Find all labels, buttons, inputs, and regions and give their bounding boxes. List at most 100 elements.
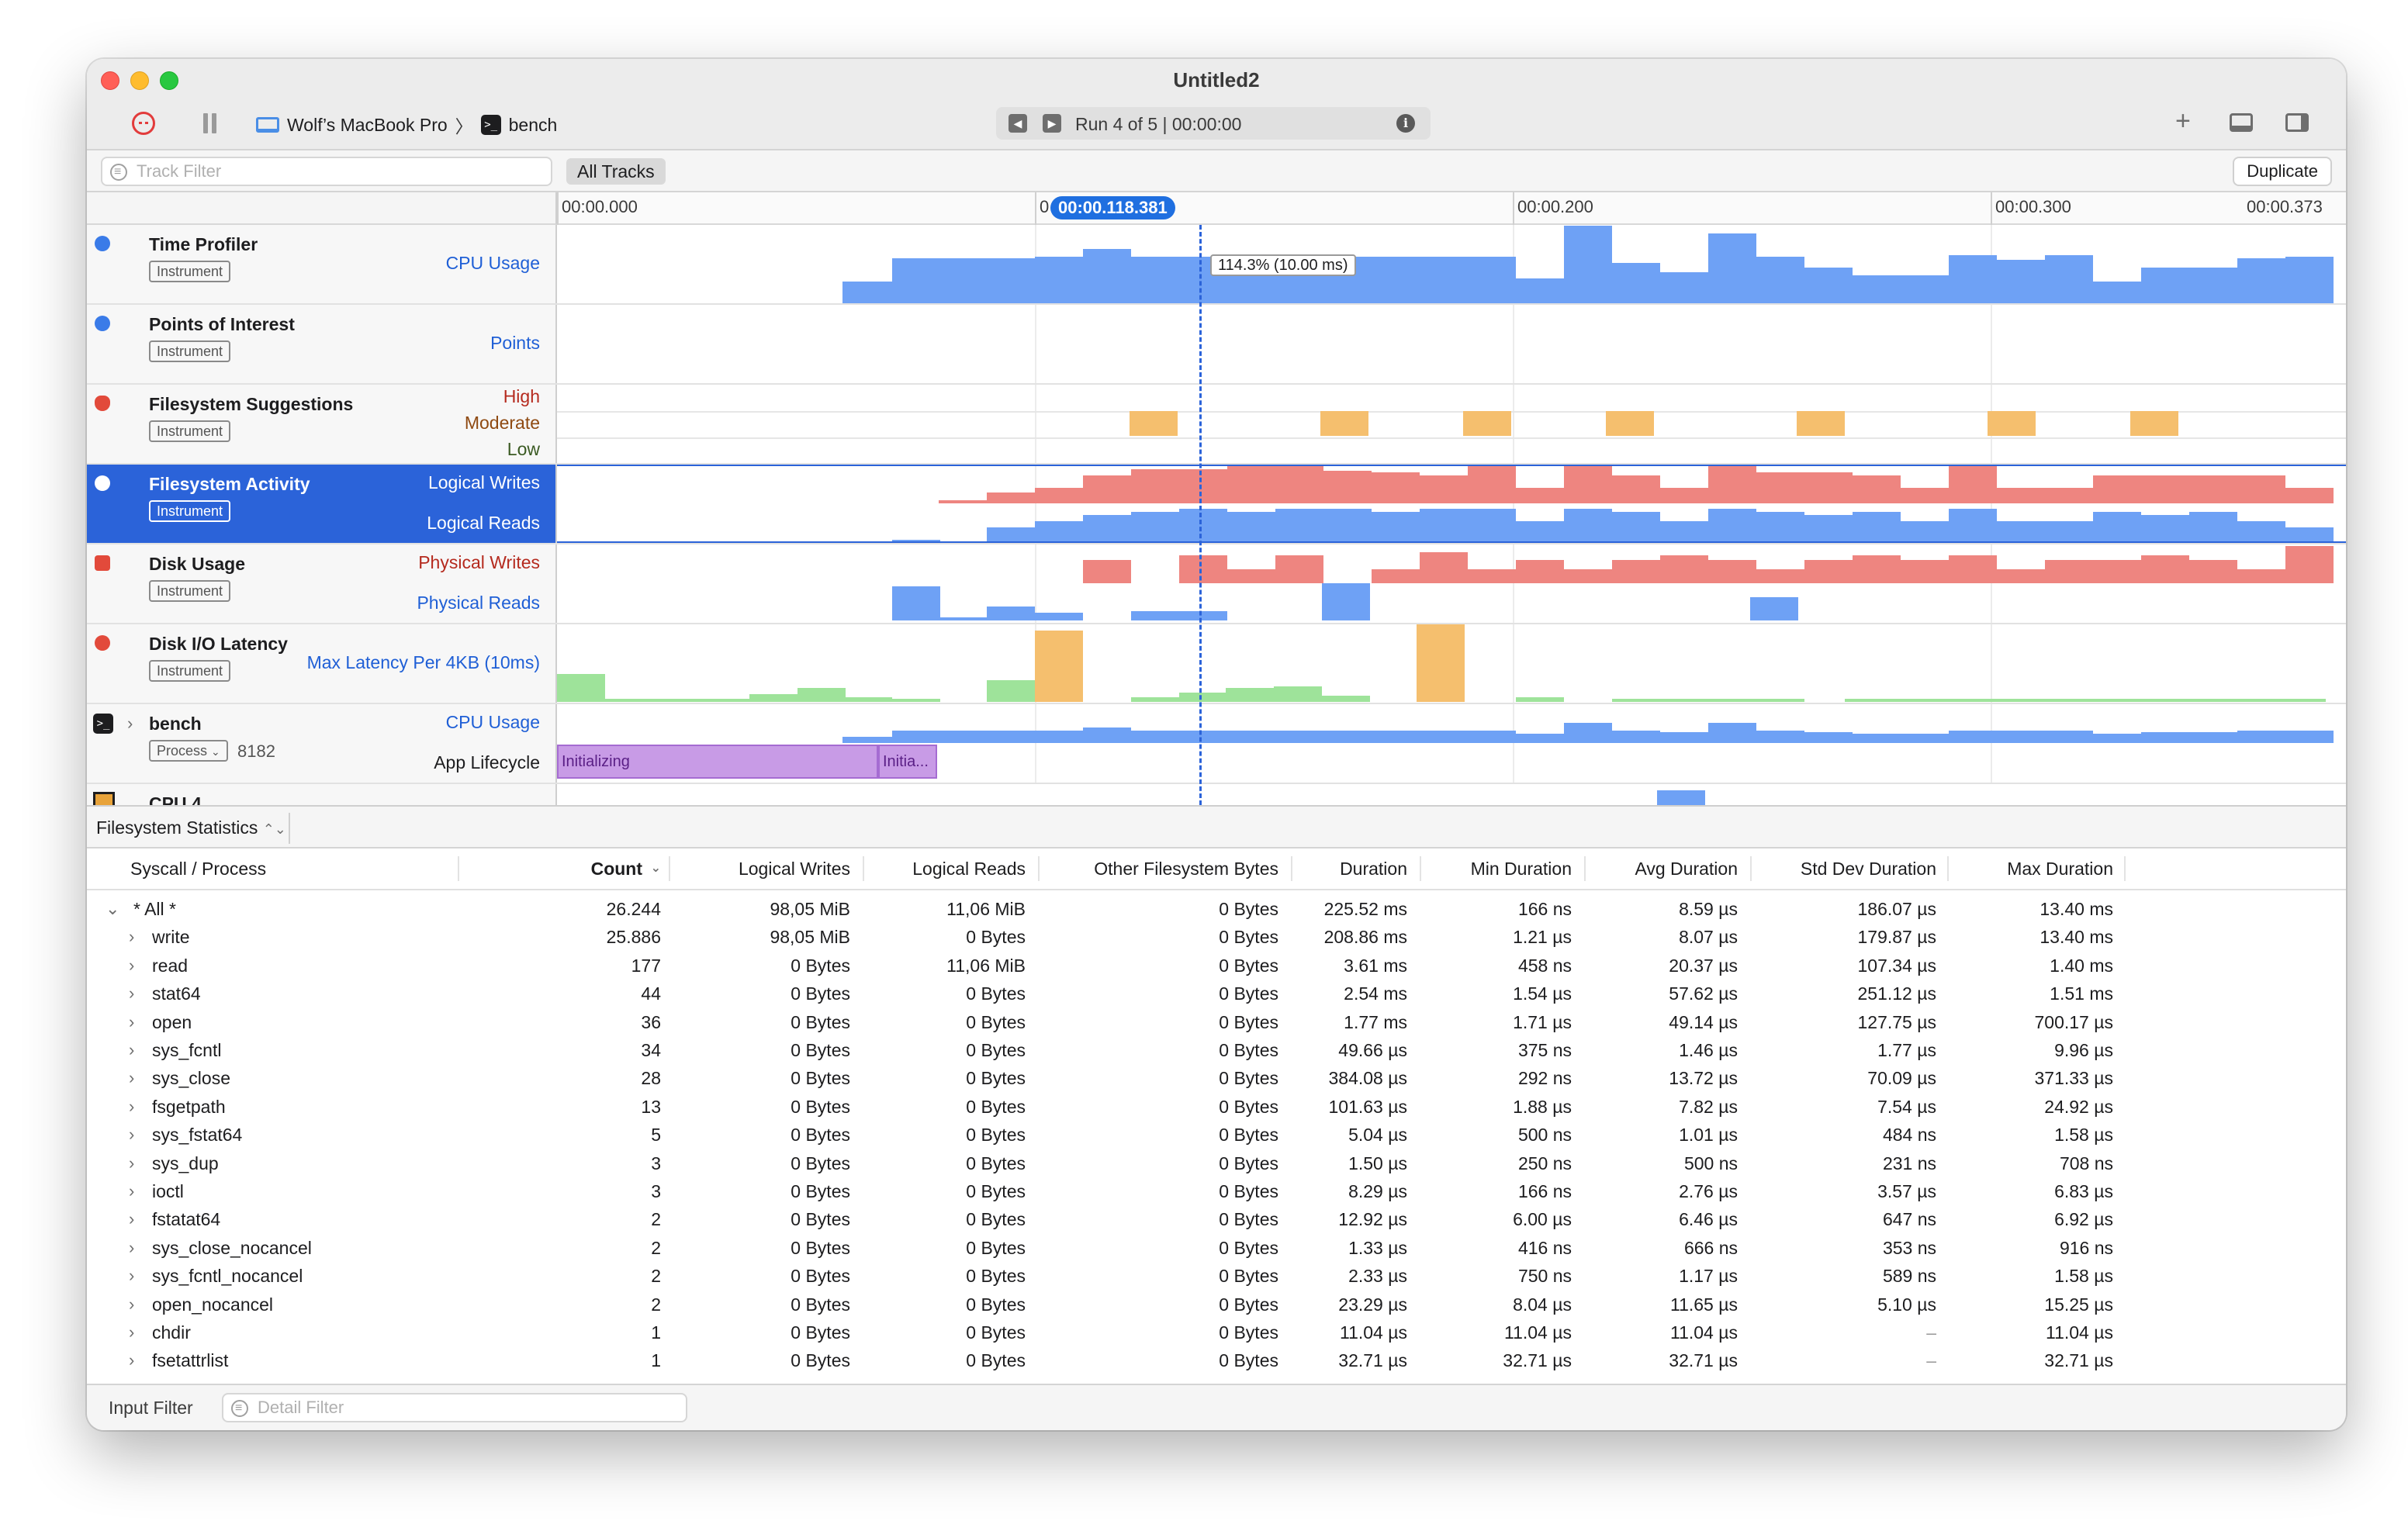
col-max-duration[interactable]: Max Duration [2007, 859, 2113, 879]
duplicate-button[interactable]: Duplicate [2233, 157, 2332, 186]
table-row[interactable]: › sys_fcntl_nocancel 2 0 Bytes 0 Bytes 0 Byte… [87, 1262, 2346, 1290]
table-row[interactable]: › open 36 0 Bytes 0 Bytes 0 Bytes 1.77 ms 1.71 … [87, 1008, 2346, 1036]
disclosure-collapsed-icon[interactable]: › [129, 1209, 135, 1229]
track-header[interactable]: Points of Interest Instrument Points [87, 305, 557, 383]
table-row[interactable]: › fsetattrlist 1 0 Bytes 0 Bytes 0 Bytes 32.71… [87, 1346, 2346, 1374]
table-row[interactable]: › ioctl 3 0 Bytes 0 Bytes 0 Bytes 8.29 µs 166 n… [87, 1177, 2346, 1205]
track-filter-input[interactable]: Track Filter [101, 157, 552, 186]
col-syscall[interactable]: Syscall / Process [130, 859, 267, 879]
bottom-panel-toggle-icon[interactable] [2230, 113, 2253, 132]
disclosure-collapsed-icon[interactable]: › [129, 1125, 135, 1145]
table-row[interactable]: › read 177 0 Bytes 11,06 MiB 0 Bytes 3.61 ms 45… [87, 952, 2346, 980]
info-icon[interactable]: i [1396, 114, 1415, 133]
col-avg-duration[interactable]: Avg Duration [1635, 859, 1738, 879]
disclosure-expanded-icon[interactable]: ⌄ [106, 899, 120, 918]
disclosure-collapsed-icon[interactable]: › [129, 1040, 135, 1059]
disclosure-collapsed-icon[interactable]: › [129, 1350, 135, 1370]
target-selector[interactable]: Wolf’s MacBook Pro 〉 >_ bench [256, 112, 557, 138]
right-panel-toggle-icon[interactable] [2285, 113, 2309, 132]
next-run-button[interactable]: ▶ [1043, 114, 1061, 133]
lifecycle-initializing[interactable]: Initializing [557, 745, 878, 779]
cpu-usage-graph[interactable] [557, 225, 2346, 303]
track-filesystem-suggestions[interactable]: Filesystem Suggestions Instrument High M… [87, 385, 2346, 465]
table-row[interactable]: › chdir 1 0 Bytes 0 Bytes 0 Bytes 11.04 µs 11.0… [87, 1318, 2346, 1346]
col-stddev-duration[interactable]: Std Dev Duration [1800, 859, 1936, 879]
col-duration[interactable]: Duration [1340, 859, 1407, 879]
track-header[interactable]: CPU 4 [87, 784, 557, 805]
disclosure-collapsed-icon[interactable]: › [129, 1153, 135, 1173]
track-filesystem-activity[interactable]: Filesystem Activity Instrument Logical W… [87, 465, 2346, 544]
track-header[interactable]: Disk I/O Latency Instrument Max Latency … [87, 624, 557, 703]
disclosure-collapsed-icon[interactable]: › [129, 1096, 135, 1116]
bench-graph[interactable]: Initializing Initia... [557, 704, 2346, 783]
track-cpu-4[interactable]: CPU 4 [87, 784, 2346, 805]
track-disk-usage[interactable]: Disk Usage Instrument Physical Writes Ph… [87, 544, 2346, 624]
close-window-button[interactable] [101, 71, 119, 90]
process-badge[interactable]: Process ⌄ [149, 740, 228, 762]
chevron-right-icon[interactable]: › [127, 714, 133, 733]
minimize-window-button[interactable] [130, 71, 149, 90]
track-header[interactable]: Filesystem Suggestions Instrument High M… [87, 385, 557, 463]
cell-logical-writes: 0 Bytes [791, 1322, 850, 1343]
zoom-window-button[interactable] [160, 71, 178, 90]
detail-view-selector[interactable]: Filesystem Statistics ⌃⌄ [96, 817, 286, 838]
col-other-bytes[interactable]: Other Filesystem Bytes [1094, 859, 1278, 879]
track-header[interactable]: Disk Usage Instrument Physical Writes Ph… [87, 544, 557, 623]
table-row[interactable]: › sys_fcntl 34 0 Bytes 0 Bytes 0 Bytes 49.66 µ… [87, 1036, 2346, 1064]
table-row[interactable]: › stat64 44 0 Bytes 0 Bytes 0 Bytes 2.54 ms 1.5… [87, 980, 2346, 1007]
disclosure-collapsed-icon[interactable]: › [129, 927, 135, 947]
col-logical-reads[interactable]: Logical Reads [912, 859, 1026, 879]
filesystem-activity-graph[interactable] [557, 465, 2346, 543]
disclosure-collapsed-icon[interactable]: › [129, 1068, 135, 1088]
playhead-line[interactable] [1199, 225, 1202, 805]
suggestions-graph[interactable] [557, 385, 2346, 463]
cell-avg-duration: 8.07 µs [1679, 927, 1738, 948]
col-min-duration[interactable]: Min Duration [1470, 859, 1572, 879]
track-points-of-interest[interactable]: Points of Interest Instrument Points [87, 305, 2346, 385]
lifecycle-initializing-2[interactable]: Initia... [878, 745, 937, 779]
disclosure-collapsed-icon[interactable]: › [129, 1266, 135, 1286]
cell-logical-reads: 0 Bytes [966, 1011, 1026, 1032]
table-row[interactable]: › write 25.886 98,05 MiB 0 Bytes 0 Bytes 208.8… [87, 923, 2346, 951]
col-logical-writes[interactable]: Logical Writes [738, 859, 850, 879]
pause-button[interactable] [202, 113, 219, 133]
all-tracks-button[interactable]: All Tracks [566, 158, 666, 185]
track-header[interactable]: Filesystem Activity Instrument Logical W… [87, 465, 557, 543]
track-header[interactable]: >_ › bench Process ⌄ 8182 CPU Usage App … [87, 704, 557, 783]
disclosure-collapsed-icon[interactable]: › [129, 983, 135, 1004]
time-ruler[interactable]: 00:00.000 0 00:00.118.381 00:00.200 00:0… [557, 192, 2346, 225]
record-button[interactable] [132, 112, 155, 135]
playhead-time[interactable]: 00:00.118.381 [1050, 196, 1175, 219]
disclosure-collapsed-icon[interactable]: › [129, 1322, 135, 1342]
cell-syscall: stat64 [152, 983, 201, 1004]
points-graph[interactable] [557, 305, 2346, 383]
previous-run-button[interactable]: ◀ [1009, 114, 1027, 133]
col-count[interactable]: Count ⌄ [470, 848, 661, 889]
table-row[interactable]: › sys_close_nocancel 2 0 Bytes 0 Bytes 0 Byte… [87, 1234, 2346, 1262]
detail-filter-input[interactable]: Detail Filter [222, 1393, 687, 1422]
disclosure-collapsed-icon[interactable]: › [129, 1237, 135, 1257]
disk-usage-graph[interactable] [557, 544, 2346, 623]
track-time-profiler[interactable]: Time Profiler Instrument CPU Usage [87, 225, 2346, 305]
input-filter-button[interactable]: Input Filter [109, 1398, 193, 1418]
table-row[interactable]: › sys_fstat64 5 0 Bytes 0 Bytes 0 Bytes 5.04 µ… [87, 1121, 2346, 1149]
disclosure-collapsed-icon[interactable]: › [129, 1011, 135, 1032]
latency-graph[interactable] [557, 624, 2346, 703]
track-bench-process[interactable]: >_ › bench Process ⌄ 8182 CPU Usage App … [87, 704, 2346, 784]
add-instrument-button[interactable]: + [2175, 106, 2191, 136]
cpu-bar [2093, 282, 2141, 303]
table-row[interactable]: › open_nocancel 2 0 Bytes 0 Bytes 0 Bytes 23.2… [87, 1291, 2346, 1318]
disclosure-collapsed-icon[interactable]: › [129, 1181, 135, 1201]
table-row-all[interactable]: ⌄ * All * 26.244 98,05 MiB 11,06 MiB 0 Bytes 2… [87, 895, 2346, 923]
cpu4-graph[interactable] [557, 784, 2346, 805]
table-row[interactable]: › sys_close 28 0 Bytes 0 Bytes 0 Bytes 384.08 … [87, 1064, 2346, 1092]
disclosure-collapsed-icon[interactable]: › [129, 955, 135, 975]
disclosure-collapsed-icon[interactable]: › [129, 1294, 135, 1314]
track-subtitle-lifecycle: App Lifecycle [434, 752, 540, 772]
table-row[interactable]: › fsgetpath 13 0 Bytes 0 Bytes 0 Bytes 101.63 … [87, 1093, 2346, 1121]
table-row[interactable]: › sys_dup 3 0 Bytes 0 Bytes 0 Bytes 1.50 µs 250… [87, 1149, 2346, 1177]
table-row[interactable]: › fstatat64 2 0 Bytes 0 Bytes 0 Bytes 12.92 µs… [87, 1205, 2346, 1233]
track-header[interactable]: Time Profiler Instrument CPU Usage [87, 225, 557, 303]
cell-syscall: write [152, 927, 190, 948]
track-disk-io-latency[interactable]: Disk I/O Latency Instrument Max Latency … [87, 624, 2346, 704]
